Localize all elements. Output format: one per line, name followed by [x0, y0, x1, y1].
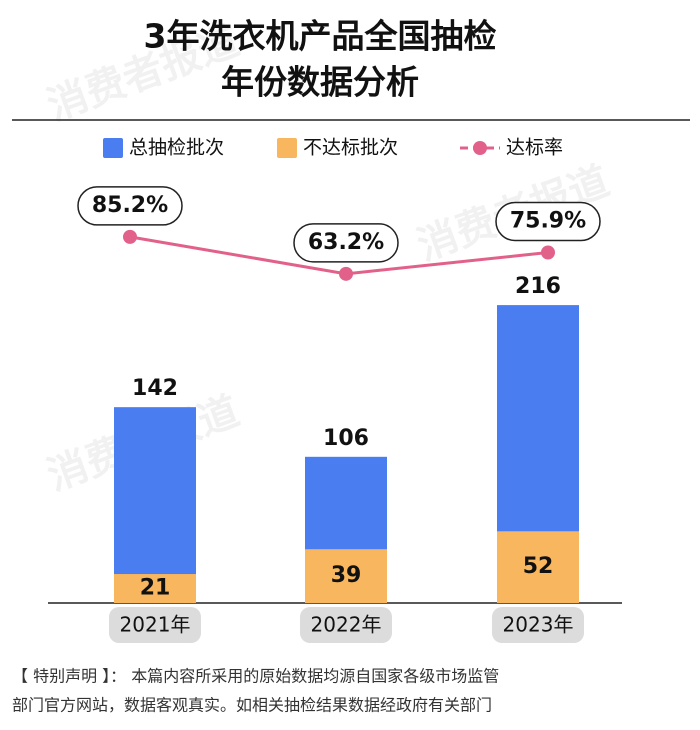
legend-label: 达标率	[506, 137, 563, 159]
value-label: 142	[132, 376, 178, 401]
rate-point	[541, 245, 555, 260]
rate-point	[123, 229, 137, 244]
value-label: 39	[331, 563, 362, 588]
legend-label: 总抽检批次	[129, 137, 224, 159]
category-pill	[492, 607, 584, 643]
bar	[305, 549, 387, 603]
value-label: 21	[140, 576, 171, 601]
category-pill	[109, 607, 201, 643]
rate-label: 63.2%	[308, 230, 384, 255]
legend-swatch	[277, 138, 297, 158]
value-label: 106	[323, 426, 369, 451]
bar	[114, 574, 196, 603]
x-tick-label: 2022年	[311, 613, 382, 637]
rate-label: 85.2%	[92, 193, 168, 218]
legend-dot	[473, 141, 487, 155]
rate-label: 75.9%	[510, 208, 586, 233]
x-tick-label: 2023年	[503, 613, 574, 637]
note: 部门官方网站，数据客观真实。如相关抽检结果数据经政府有关部门	[12, 696, 492, 715]
value-label: 216	[515, 274, 561, 299]
rate-pill	[293, 223, 399, 263]
bar	[114, 407, 196, 603]
chart-title: 3年洗衣机产品全国抽检	[144, 17, 497, 56]
legend-swatch	[103, 138, 123, 158]
rate-pill	[495, 201, 601, 242]
chart-title: 年份数据分析	[221, 63, 419, 102]
bar	[497, 531, 579, 603]
rate-pill	[77, 186, 183, 226]
x-tick-label: 2021年	[120, 613, 191, 637]
note: 【 特别声明 】： 本篇内容所采用的原始数据均源自国家各级市场监管	[12, 667, 499, 686]
legend-label: 不达标批次	[303, 137, 398, 159]
rate-point	[339, 266, 353, 281]
value-label: 52	[523, 554, 554, 579]
category-pill	[300, 607, 392, 643]
